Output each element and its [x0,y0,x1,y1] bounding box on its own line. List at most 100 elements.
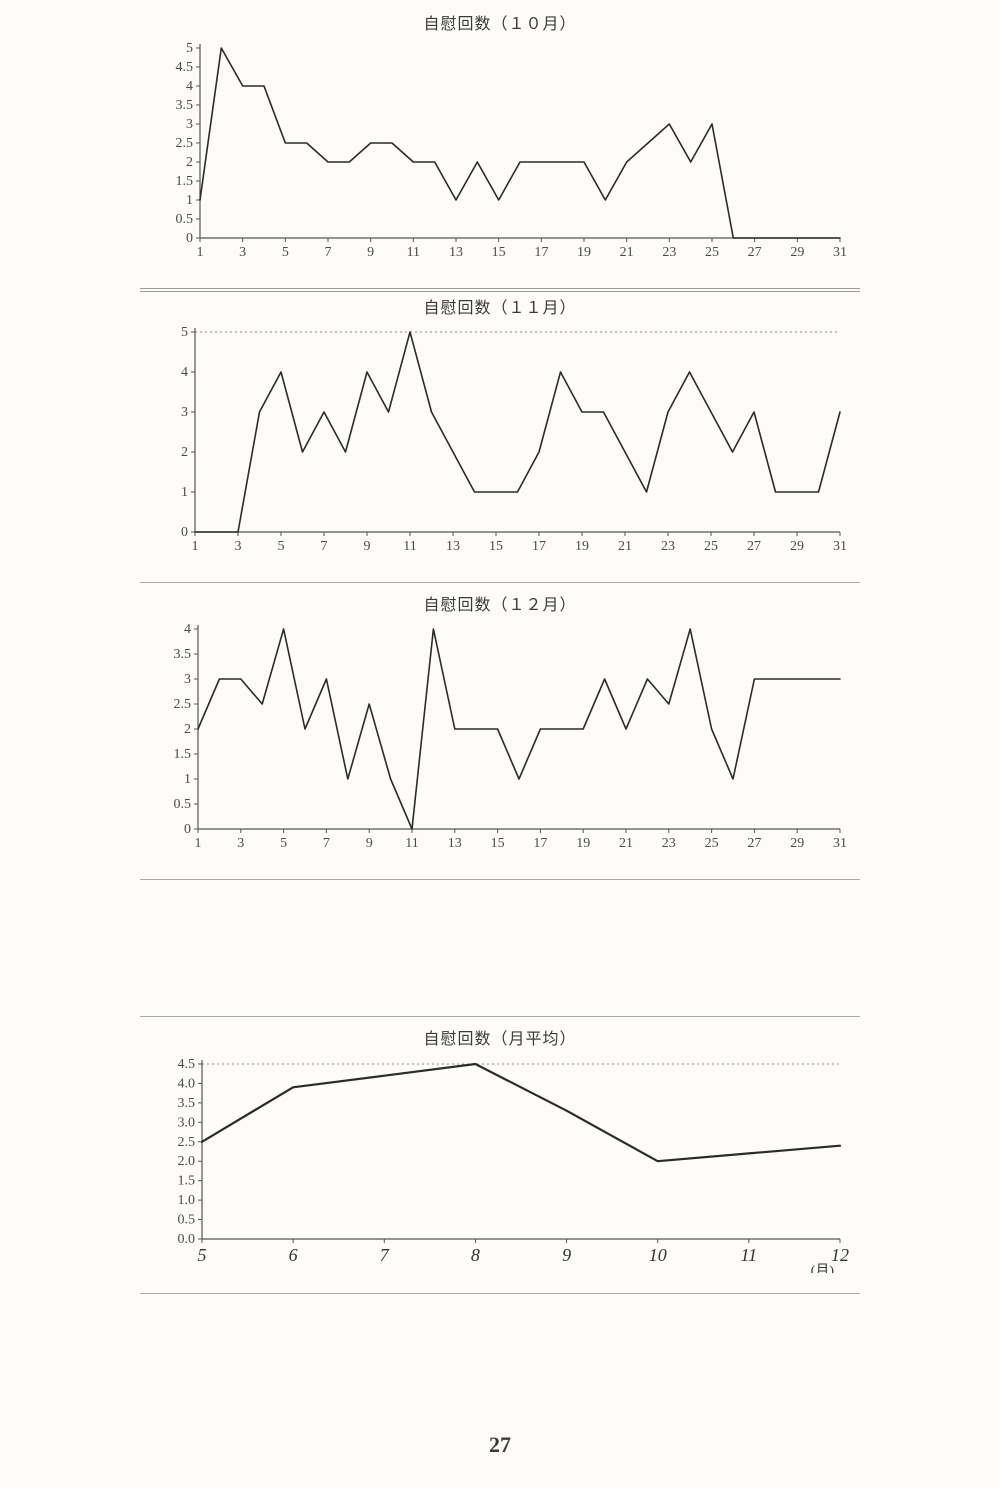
svg-text:0.5: 0.5 [176,212,194,227]
svg-text:4.5: 4.5 [176,60,194,75]
svg-text:3: 3 [235,539,242,554]
svg-text:17: 17 [532,539,546,554]
svg-text:2.0: 2.0 [178,1154,196,1169]
svg-text:7: 7 [323,836,330,851]
divider [140,1293,860,1294]
svg-text:5: 5 [278,539,285,554]
chart-december: 自慰回数（１２月） 00.511.522.533.541357911131517… [140,591,860,859]
svg-text:23: 23 [661,539,675,554]
svg-text:19: 19 [576,836,590,851]
svg-text:5: 5 [181,325,188,340]
svg-text:15: 15 [492,245,506,260]
svg-text:29: 29 [790,539,804,554]
svg-text:0.0: 0.0 [178,1232,196,1247]
svg-text:5: 5 [186,41,193,56]
chart-area-monthly-avg: 0.00.51.01.52.02.53.03.54.04.55678910111… [140,1053,860,1273]
svg-text:11: 11 [403,539,416,554]
svg-text:3: 3 [239,245,246,260]
svg-text:1.5: 1.5 [176,174,194,189]
svg-text:29: 29 [790,245,804,260]
svg-text:1.5: 1.5 [178,1174,196,1189]
spacer [0,888,1000,1008]
svg-text:12: 12 [831,1245,849,1265]
divider [140,582,860,583]
chart-title-november: 自慰回数（１１月） [140,294,860,318]
svg-text:1: 1 [195,836,202,851]
svg-text:23: 23 [662,836,676,851]
svg-text:0: 0 [181,525,188,540]
svg-text:4: 4 [181,365,188,380]
svg-text:2.5: 2.5 [174,697,192,712]
chart-title-december: 自慰回数（１２月） [140,591,860,615]
chart-svg-november: 012345135791113151719212325272931 [140,322,860,562]
svg-text:13: 13 [446,539,460,554]
svg-text:4: 4 [186,79,193,94]
chart-area-december: 00.511.522.533.5413579111315171921232527… [140,619,860,859]
svg-text:4: 4 [184,622,191,637]
chart-title-october: 自慰回数（１０月） [140,10,860,34]
svg-text:21: 21 [620,245,634,260]
svg-text:19: 19 [575,539,589,554]
svg-text:25: 25 [704,539,718,554]
svg-text:1: 1 [192,539,199,554]
svg-text:0.5: 0.5 [178,1213,196,1228]
svg-text:2: 2 [184,722,191,737]
svg-text:17: 17 [534,245,548,260]
svg-text:31: 31 [833,245,847,260]
svg-text:3.0: 3.0 [178,1115,196,1130]
divider [140,879,860,880]
svg-text:9: 9 [366,836,373,851]
svg-text:2: 2 [181,445,188,460]
svg-text:3: 3 [184,672,191,687]
svg-text:7: 7 [380,1245,390,1265]
page: 自慰回数（１０月） 00.511.522.533.544.55135791113… [0,0,1000,1488]
svg-text:13: 13 [448,836,462,851]
svg-text:8: 8 [471,1245,480,1265]
chart-november: 自慰回数（１１月） 012345135791113151719212325272… [140,294,860,562]
svg-text:15: 15 [491,836,505,851]
chart-area-october: 00.511.522.533.544.551357911131517192123… [140,38,860,268]
chart-svg-december: 00.511.522.533.5413579111315171921232527… [140,619,860,859]
svg-text:1: 1 [186,193,193,208]
svg-text:31: 31 [833,836,847,851]
chart-october: 自慰回数（１０月） 00.511.522.533.544.55135791113… [140,10,860,268]
svg-text:2.5: 2.5 [176,136,194,151]
svg-text:0.5: 0.5 [174,797,192,812]
svg-text:27: 27 [748,245,762,260]
svg-text:10: 10 [649,1245,667,1265]
chart-svg-monthly-avg: 0.00.51.01.52.02.53.03.54.04.55678910111… [140,1053,860,1273]
chart-title-monthly-avg: 自慰回数（月平均） [140,1025,860,1049]
divider [140,291,860,292]
divider [140,288,860,289]
svg-text:2: 2 [186,155,193,170]
divider [140,1016,860,1017]
chart-monthly-avg: 自慰回数（月平均） 0.00.51.01.52.02.53.03.54.04.5… [140,1025,860,1273]
svg-text:3: 3 [181,405,188,420]
chart-area-november: 012345135791113151719212325272931 [140,322,860,562]
svg-text:9: 9 [562,1245,571,1265]
svg-text:11: 11 [405,836,418,851]
svg-text:3.5: 3.5 [176,98,194,113]
svg-text:1.5: 1.5 [174,747,192,762]
svg-text:1.0: 1.0 [178,1193,196,1208]
svg-text:21: 21 [618,539,632,554]
svg-text:11: 11 [741,1245,758,1265]
svg-text:25: 25 [705,836,719,851]
svg-text:1: 1 [181,485,188,500]
svg-text:9: 9 [364,539,371,554]
svg-text:13: 13 [449,245,463,260]
svg-text:19: 19 [577,245,591,260]
svg-text:27: 27 [747,836,761,851]
svg-text:31: 31 [833,539,847,554]
svg-text:9: 9 [367,245,374,260]
svg-text:3.5: 3.5 [178,1096,196,1111]
svg-text:7: 7 [321,539,328,554]
svg-text:23: 23 [662,245,676,260]
svg-text:27: 27 [747,539,761,554]
svg-text:29: 29 [790,836,804,851]
svg-text:15: 15 [489,539,503,554]
svg-text:6: 6 [289,1245,298,1265]
svg-text:1: 1 [197,245,204,260]
svg-text:0: 0 [186,231,193,246]
svg-text:4.0: 4.0 [178,1076,196,1091]
